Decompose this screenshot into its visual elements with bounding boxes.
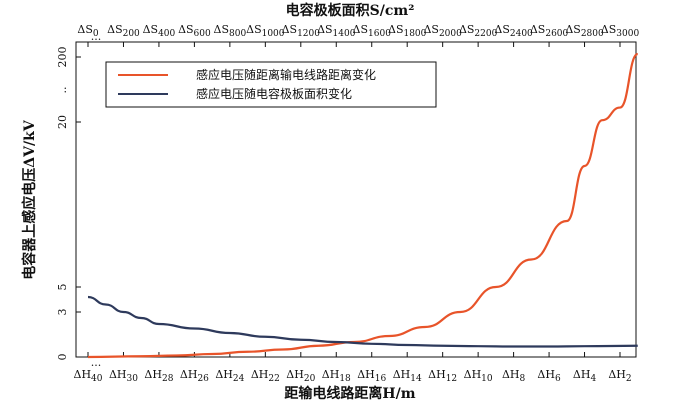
x-tick-label: ΔH4 — [573, 368, 597, 384]
x-top-tick-label: ΔS400 — [143, 23, 176, 39]
x-top-axis-break: ... — [91, 30, 102, 43]
x-tick-label: ΔH22 — [251, 368, 280, 384]
legend-box — [105, 61, 437, 108]
x-tick-label: ΔH18 — [322, 368, 351, 384]
x-axis-title: 距输电线路距离H/m — [284, 385, 415, 402]
x-top-tick-label: ΔS1200 — [282, 23, 321, 39]
x-top-tick-label: ΔS2600 — [530, 23, 569, 39]
series-line-0 — [87, 52, 639, 359]
x-top-tick-label: ΔS2400 — [494, 23, 533, 39]
x-tick-label: ΔH10 — [464, 368, 493, 384]
x-tick-label: ΔH14 — [393, 368, 422, 384]
y-tick-label: 0 — [56, 354, 69, 361]
y-axis-break: .. — [56, 87, 69, 94]
y-tick-label: 3 — [56, 309, 69, 316]
series-line-1 — [87, 295, 638, 348]
x-top-tick-label: ΔS1800 — [388, 23, 427, 39]
x-tick-label: ΔH8 — [502, 368, 526, 384]
x-tick-label: ΔH16 — [357, 368, 386, 384]
x-tick-label: ΔH6 — [537, 368, 561, 384]
x-top-tick-label: ΔS1000 — [246, 23, 285, 39]
y-tick-label: 20 — [56, 115, 69, 129]
x-tick-label: ΔH20 — [286, 368, 315, 384]
legend-label-0: 感应电压随距离输电线路距离变化 — [196, 67, 376, 82]
legend-label-1: 感应电压随电容极板面积变化 — [196, 86, 352, 101]
x-top-tick-label: ΔS800 — [214, 23, 247, 39]
x-top-tick-label: ΔS2200 — [459, 23, 498, 39]
x-tick-label: ΔH26 — [180, 368, 209, 384]
legend: 感应电压随距离输电线路距离变化 感应电压随电容极板面积变化 — [105, 61, 437, 108]
y-axis-title: 电容器上感应电压ΔV/kV — [21, 119, 38, 280]
x-tick-label: ΔH30 — [109, 368, 138, 384]
series-layer — [87, 52, 639, 359]
x-top-tick-label: ΔS2000 — [423, 23, 462, 39]
x-axis-break: ... — [91, 356, 102, 369]
x-top-tick-label: ΔS3000 — [601, 23, 640, 39]
x-top-tick-label: ΔS1600 — [353, 23, 392, 39]
x-tick-label: ΔH12 — [428, 368, 457, 384]
top-axis-title: 电容极板面积S/cm² — [286, 2, 415, 19]
x-top-tick-label: ΔS200 — [107, 23, 140, 39]
x-tick-label: ΔH2 — [608, 368, 631, 384]
ticks-layer: ΔH40 ΔH30 ΔH28 ΔH26 ΔH24 ΔH22 ΔH20 ΔH18 ΔH16 ΔH14… — [56, 23, 639, 384]
x-top-tick-label: ΔS2800 — [565, 23, 604, 39]
x-tick-label: ΔH40 — [74, 368, 103, 384]
plot-frame — [75, 41, 637, 358]
y-tick-label: 5 — [56, 284, 69, 291]
x-top-tick-label: ΔS0 — [77, 23, 98, 39]
x-tick-label: ΔH28 — [144, 368, 173, 384]
x-top-tick-label: ΔS1400 — [317, 23, 356, 39]
x-top-tick-label: ΔS600 — [178, 23, 211, 39]
x-tick-label: ΔH24 — [215, 368, 244, 384]
y-tick-label: 200 — [56, 47, 69, 68]
